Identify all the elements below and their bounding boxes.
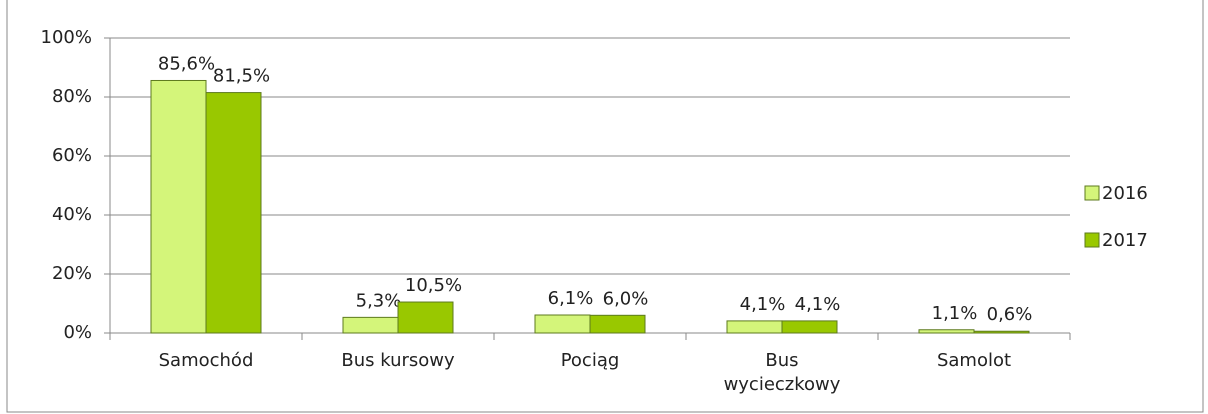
x-tick-label: Bus wycieczkowy bbox=[723, 350, 841, 395]
value-label: 4,1% bbox=[795, 294, 841, 315]
value-label: 5,3% bbox=[356, 290, 402, 311]
bar bbox=[918, 329, 975, 334]
y-tick-label: 100% bbox=[41, 27, 92, 48]
bar bbox=[397, 301, 454, 334]
y-tick-label: 20% bbox=[52, 263, 92, 284]
value-label: 81,5% bbox=[213, 66, 270, 87]
bar bbox=[534, 314, 591, 334]
bar bbox=[973, 330, 1030, 334]
x-tick-label: Pociąg bbox=[560, 350, 620, 371]
x-tick-label: Samolot bbox=[936, 350, 1012, 371]
bar bbox=[205, 92, 262, 334]
bar bbox=[781, 320, 838, 334]
x-tick-label: Samochód bbox=[158, 350, 254, 371]
legend-swatch bbox=[1084, 185, 1100, 201]
value-label: 85,6% bbox=[158, 53, 215, 74]
y-tick-label: 60% bbox=[52, 145, 92, 166]
value-label: 6,1% bbox=[548, 288, 594, 309]
chart-border bbox=[6, 0, 1204, 413]
value-label: 6,0% bbox=[603, 288, 649, 309]
value-label: 10,5% bbox=[405, 275, 462, 296]
y-tick-label: 0% bbox=[63, 322, 92, 343]
legend-swatch bbox=[1084, 232, 1100, 248]
y-tick-label: 80% bbox=[52, 86, 92, 107]
bar bbox=[342, 316, 399, 334]
bar bbox=[589, 314, 646, 334]
value-label: 0,6% bbox=[987, 304, 1033, 325]
legend-label: 2017 bbox=[1102, 230, 1148, 251]
value-label: 1,1% bbox=[932, 303, 978, 324]
y-tick-label: 40% bbox=[52, 204, 92, 225]
bar bbox=[150, 79, 207, 334]
x-tick-label: Bus kursowy bbox=[341, 350, 455, 371]
legend-label: 2016 bbox=[1102, 183, 1148, 204]
value-label: 4,1% bbox=[740, 294, 786, 315]
bar bbox=[726, 320, 783, 334]
